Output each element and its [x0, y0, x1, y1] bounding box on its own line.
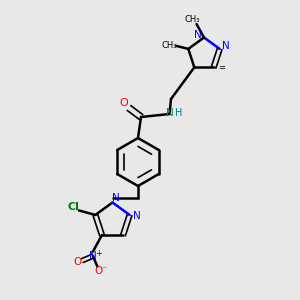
- Text: O: O: [119, 98, 128, 109]
- Text: =: =: [218, 63, 225, 72]
- Text: N: N: [133, 212, 141, 221]
- Text: H: H: [175, 107, 182, 118]
- Text: N: N: [112, 193, 119, 203]
- Text: N: N: [166, 107, 173, 118]
- Text: O: O: [95, 266, 103, 276]
- Text: CH₃: CH₃: [185, 15, 200, 24]
- Text: ⁻: ⁻: [101, 265, 106, 275]
- Text: Cl: Cl: [68, 202, 80, 212]
- Text: N: N: [194, 29, 202, 40]
- Text: N: N: [222, 41, 230, 51]
- Text: O: O: [74, 257, 82, 267]
- Text: CH₃: CH₃: [162, 41, 178, 50]
- Text: N: N: [89, 251, 97, 261]
- Text: +: +: [95, 249, 102, 258]
